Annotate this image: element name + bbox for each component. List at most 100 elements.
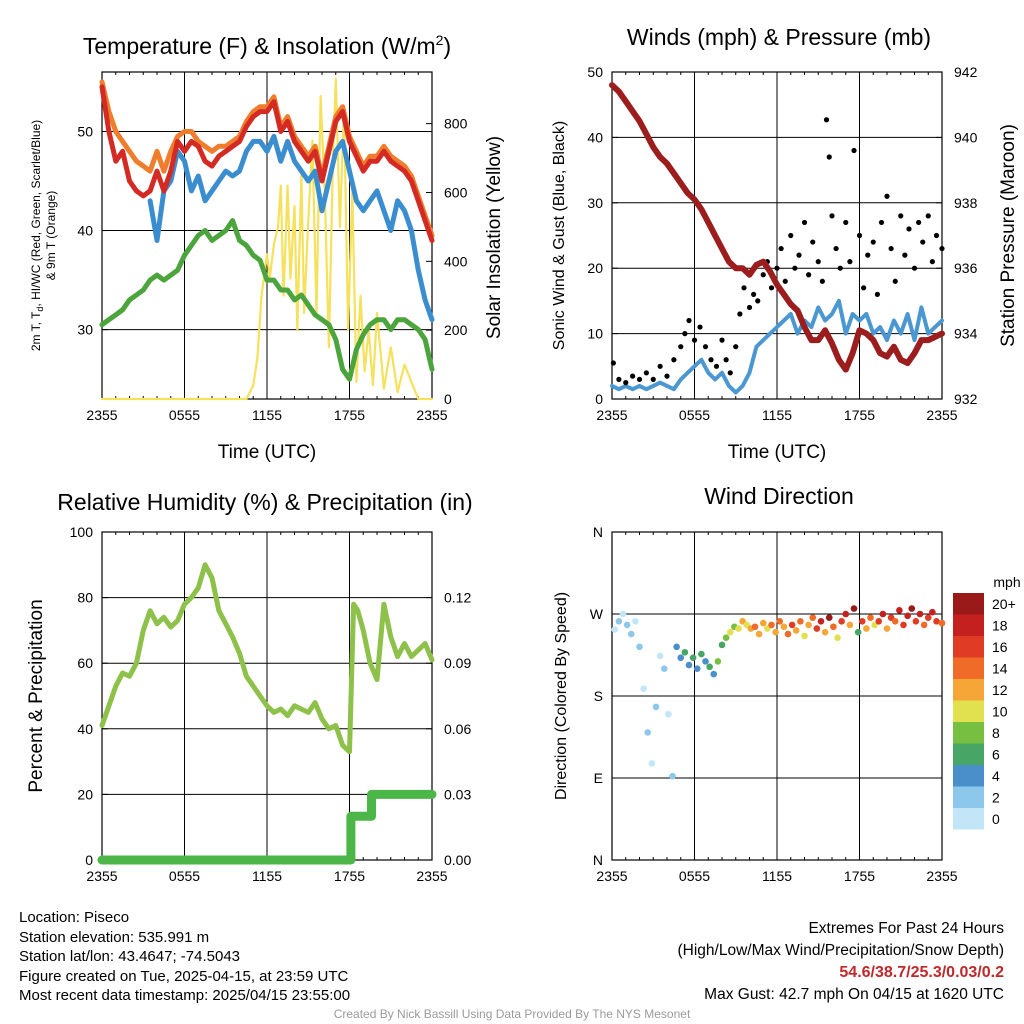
max-gust: Max Gust: 42.7 mph On 04/15 at 1620 UTC [704,986,1004,1003]
legend-label: 2 [992,789,1000,805]
x-tick-label: 2355 [416,407,447,423]
direction-point [673,643,680,651]
direction-point [623,621,631,629]
y2-tick-label: 942 [954,64,978,80]
legend-swatch [953,593,984,615]
y-tick-label: 20 [77,786,93,802]
direction-point [718,641,726,649]
direction-point [904,612,911,620]
direction-point [933,617,940,625]
direction-point [714,658,722,665]
gust-point [819,278,825,284]
series-2m-t [99,84,435,243]
title-close: ) [443,33,451,59]
x-tick-label: 1755 [844,407,875,423]
direction-point [900,621,907,629]
extremes-title: Extremes For Past 24 Hours [808,920,1004,937]
legend-label: 18 [992,617,1008,633]
gust-point [796,252,802,258]
direction-point [735,625,742,632]
gust-point [856,232,863,239]
direction-point [813,625,821,632]
y-axis-label: Sonic Wind & Gust (Blue, Black) [551,121,568,350]
panel-humidity: 2355 0555 1155 1755 23550204060801000.000.03… [26,489,473,884]
x-tick-label: 1755 [334,868,365,884]
direction-point [611,626,619,633]
direction-point [640,685,647,693]
credit-line: Created By Nick Bassill Using Data Provi… [333,1007,691,1021]
panel-temperature: 2355 0555 1155 1755 2355 30 40 50 0 200 400 600 800 T… [29,32,505,463]
direction-point [879,610,887,618]
y-axis-label: Direction (Colored By Speed) [553,592,570,800]
y-axis-label-rest: , HI/WC (Red, Green, Scarlet/Blue) [29,120,43,307]
direction-point [636,643,643,651]
direction-point [669,772,676,780]
x-tick-label: 2355 [596,407,627,423]
gust-point [829,213,835,219]
gust-point [906,226,912,232]
x-axis-label: Time (UTC) [728,442,827,463]
series-pressure [609,82,945,373]
legend-label: 14 [992,660,1008,676]
y2-axis-label: Station Pressure (Maroon) [998,124,1019,347]
y2-tick-label: 200 [444,322,468,338]
y2-tick-label: 0.06 [444,721,471,737]
y-tick-label: 40 [77,721,93,737]
direction-point [797,617,804,625]
gust-point [826,154,832,160]
y-tick-label: 30 [77,322,93,338]
gust-point [792,265,798,271]
gust-point [691,337,698,343]
gust-point [727,370,733,376]
gust-point [643,370,649,376]
gust-point [664,373,670,379]
gust-point [630,373,636,379]
gust-point [933,232,940,239]
y-tick-label: 20 [587,260,603,276]
direction-point [875,617,883,625]
gust-point [892,278,898,284]
legend-label: 8 [992,725,1000,741]
direction-point [726,628,734,636]
gust-point [843,219,849,226]
direction-point [627,630,635,638]
y-tick-label: 80 [77,590,93,606]
gust-point [851,147,857,154]
legend-label: 20+ [992,596,1016,612]
direction-point [830,623,837,631]
direction-point [685,661,693,669]
y2-axis-label: Solar Insolation (Yellow) [484,136,505,339]
gust-point [657,363,663,369]
series-wind-chill [147,133,435,323]
direction-point [784,630,792,638]
y-tick-label: 0 [595,391,603,407]
gust-point [847,259,853,265]
y-tick-label: 50 [587,64,603,80]
direction-point [755,630,763,638]
y-axis-label-subscript: d [35,307,45,312]
y-tick-label: 40 [587,129,603,145]
direction-point [619,610,627,618]
direction-point [792,627,800,634]
direction-point [681,648,689,656]
direction-point [854,628,862,636]
y2-tick-label: 0.03 [444,786,471,802]
direction-point [648,760,656,767]
direction-point [834,634,841,641]
gust-point [888,245,894,252]
y-tick-label: N [593,524,603,540]
y-tick-label: 50 [77,123,93,139]
legend-label: 10 [992,703,1008,719]
gust-point [865,252,871,258]
gust-point [925,213,931,219]
x-tick-label: 1155 [252,407,282,423]
legend-label: 6 [992,746,1000,762]
direction-point [896,607,903,614]
gust-point [898,213,904,219]
direction-point [908,605,916,612]
legend-swatch [953,614,984,636]
series-relative-humidity [99,562,435,755]
gust-point [719,337,725,343]
gust-point [751,291,757,297]
x-tick-label: 2355 [596,868,627,884]
